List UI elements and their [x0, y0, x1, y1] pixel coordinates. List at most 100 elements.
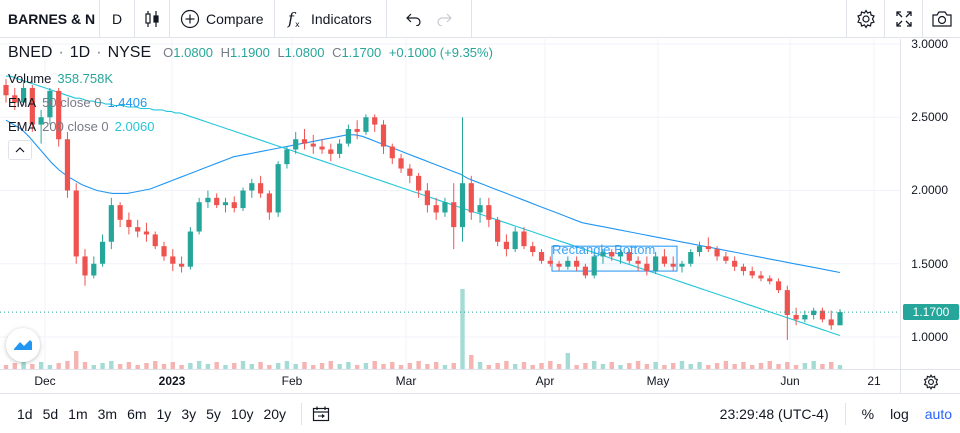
time-tick: May — [646, 374, 670, 388]
candle-body — [582, 266, 589, 276]
candle-body — [828, 319, 834, 326]
volume-bar — [12, 363, 17, 369]
candle-body — [758, 275, 764, 279]
range-5d-button[interactable]: 5d — [42, 405, 59, 422]
volume-bar — [750, 365, 755, 369]
candle-body — [749, 271, 755, 276]
candle-body — [380, 124, 387, 147]
volume-bar — [539, 363, 544, 369]
candle-body — [56, 90, 62, 140]
volume-bar — [556, 364, 562, 369]
percent-scale-button[interactable]: % — [861, 406, 875, 422]
ema50-label: EMA — [8, 94, 37, 110]
candle-body — [372, 117, 378, 125]
volume-bar — [249, 364, 255, 369]
tradingview-logo[interactable] — [6, 328, 40, 362]
compare-button[interactable]: Compare — [170, 0, 275, 38]
volume-bar — [346, 362, 351, 369]
candle-body — [64, 139, 71, 191]
price-chart[interactable] — [0, 39, 900, 369]
volume-bar — [811, 361, 816, 369]
volume-label: Volume — [8, 70, 52, 86]
price-tick: 2.5000 — [911, 110, 948, 124]
time-axis[interactable]: Dec 2023 Feb Mar Apr May Jun 21 — [0, 369, 900, 393]
range-3m-button[interactable]: 3m — [97, 405, 118, 422]
volume-bar — [3, 365, 9, 369]
ema50-legend[interactable]: EMA 50 close 0 1.4406 — [8, 90, 493, 114]
candle-body — [503, 241, 509, 250]
settings-button[interactable] — [846, 0, 884, 38]
volume-bar — [38, 362, 44, 369]
indicators-button[interactable]: f x Indicators — [275, 0, 387, 38]
date-range-button[interactable] — [312, 406, 330, 422]
volume-bar — [109, 361, 114, 369]
snapshot-button[interactable] — [922, 0, 960, 38]
candle-body — [337, 143, 343, 154]
volume-bar — [65, 361, 70, 369]
volume-bar — [451, 363, 456, 369]
legend-collapse-button[interactable] — [8, 140, 32, 160]
volume-bar — [179, 365, 184, 369]
log-scale-button[interactable]: log — [890, 406, 909, 422]
volume-bar — [188, 363, 193, 369]
undo-icon[interactable] — [406, 12, 422, 26]
volume-bar — [196, 361, 202, 369]
resolution-button[interactable]: D — [100, 0, 135, 38]
volume-bar — [267, 365, 272, 369]
volume-bar — [319, 363, 325, 369]
candle-body — [442, 202, 448, 213]
range-1y-button[interactable]: 1y — [156, 405, 172, 422]
candle-body — [301, 139, 308, 144]
range-3y-button[interactable]: 3y — [181, 405, 197, 422]
ema200-legend[interactable]: EMA 200 close 0 2.0060 — [8, 114, 493, 138]
gear-icon — [856, 9, 875, 29]
volume-bar — [284, 361, 290, 369]
volume-bar — [205, 364, 211, 369]
clock-timezone-button[interactable]: 23:29:48 (UTC-4) — [720, 403, 846, 425]
volume-bar — [232, 363, 237, 369]
redo-icon[interactable] — [436, 12, 452, 26]
range-1m-button[interactable]: 1m — [68, 405, 88, 422]
volume-bar — [548, 361, 553, 369]
volume-bar — [829, 362, 834, 369]
compare-label: Compare — [206, 10, 264, 27]
volume-bar — [381, 364, 386, 369]
bottom-right-group: 23:29:48 (UTC-4) % log auto — [720, 394, 960, 433]
axis-settings-button[interactable] — [900, 369, 960, 393]
auto-scale-button[interactable]: auto — [924, 406, 952, 422]
price-tick: 1.5000 — [911, 257, 948, 271]
volume-bar — [521, 362, 527, 369]
rectangle-annotation-label[interactable]: Rectangle Bottom — [552, 242, 656, 257]
range-10y-button[interactable]: 10y — [230, 405, 254, 422]
candle-body — [495, 219, 501, 242]
price-axis[interactable]: 3.0000 2.5000 2.0000 1.5000 1.0000 1.170… — [900, 37, 960, 369]
range-5y-button[interactable]: 5y — [206, 405, 221, 422]
volume-bar — [609, 362, 614, 369]
volume-bar — [30, 364, 35, 369]
volume-bar — [618, 365, 623, 369]
volume-bar — [161, 364, 167, 369]
candle-body — [99, 241, 106, 264]
candle-body — [178, 263, 185, 267]
range-1d-button[interactable]: 1d — [17, 405, 33, 422]
range-6m-button[interactable]: 6m — [127, 405, 147, 422]
range-20y-button[interactable]: 20y — [263, 405, 287, 422]
volume-bar — [688, 364, 693, 369]
candle-body — [635, 260, 641, 264]
volume-bar — [767, 361, 772, 369]
candle-body — [451, 202, 457, 228]
chart-type-button[interactable] — [135, 0, 170, 38]
fullscreen-button[interactable] — [884, 0, 922, 38]
symbol-search-button[interactable]: BARNES & N — [0, 0, 100, 38]
candle-body — [574, 260, 580, 267]
volume-bar — [337, 364, 342, 369]
volume-legend[interactable]: Volume 358.758K — [8, 66, 493, 90]
volume-bar — [530, 365, 535, 369]
bottom-toolbar: 1d 5d 1m 3m 6m 1y 3y 5y 10y 20y 23:29:48… — [0, 393, 960, 433]
candle-body — [837, 312, 843, 326]
time-tick: 2023 — [158, 374, 186, 388]
legend-interval: 1D — [69, 44, 91, 61]
volume-bar — [135, 365, 140, 369]
gear-icon — [923, 373, 938, 390]
